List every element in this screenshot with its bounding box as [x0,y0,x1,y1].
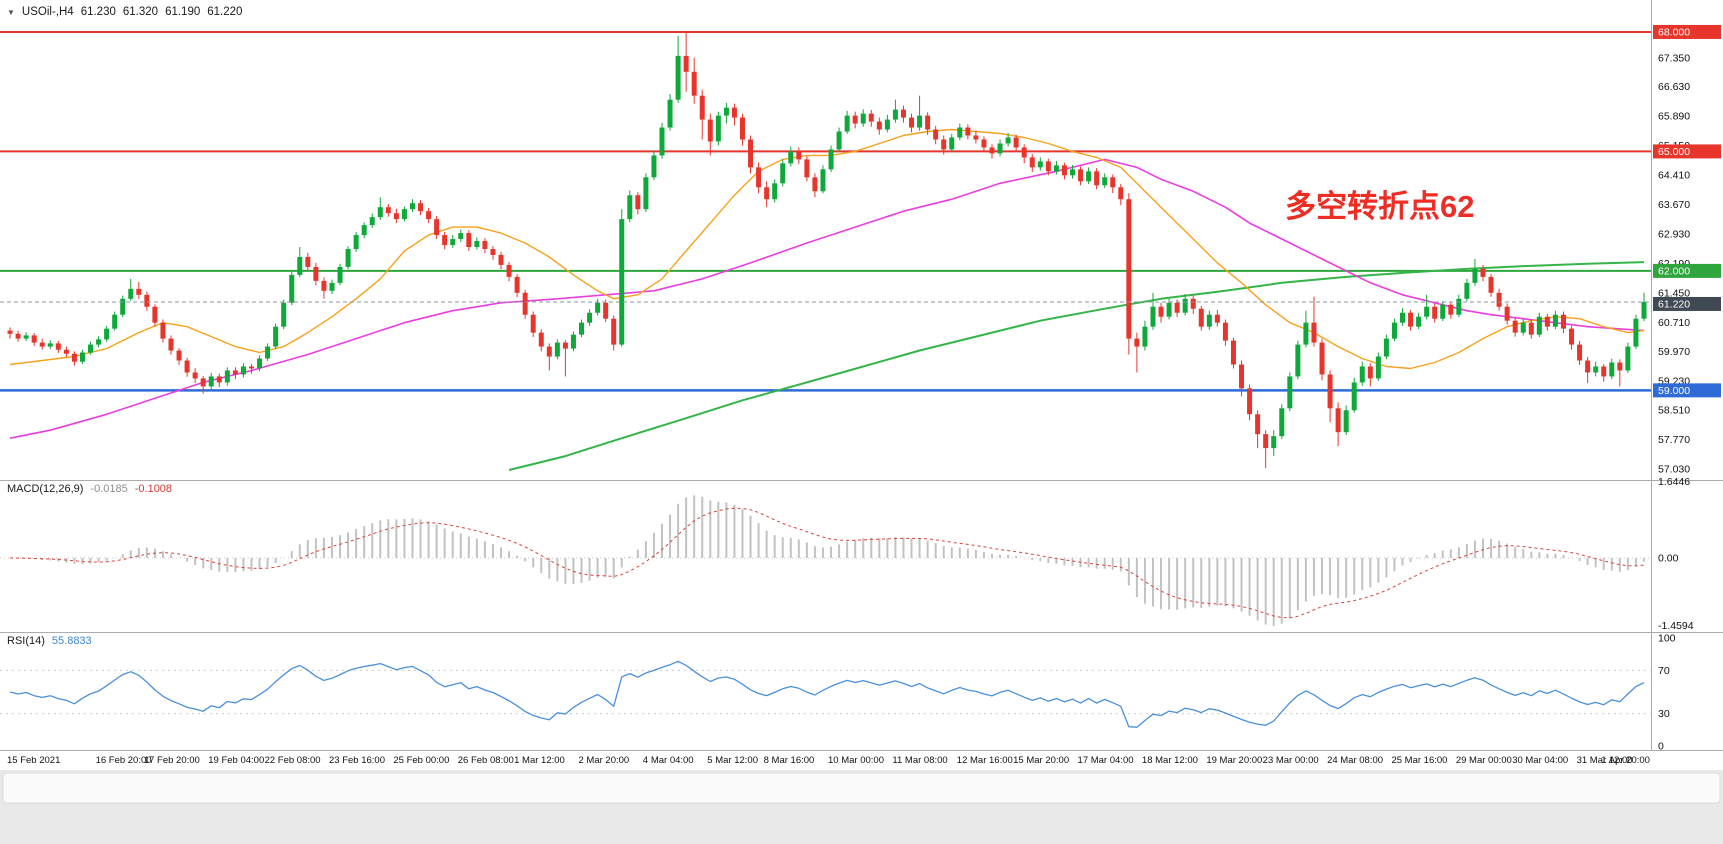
svg-text:15 Feb 2021: 15 Feb 2021 [7,755,60,766]
ma-long [508,261,1645,471]
ohlc-high: 61.320 [122,6,159,18]
svg-text:61.450: 61.450 [1658,287,1690,299]
rsi-value: 55.8833 [51,635,92,647]
svg-text:19 Mar 20:00: 19 Mar 20:00 [1206,755,1262,766]
svg-text:59.970: 59.970 [1658,346,1690,358]
rsi-name: RSI(14) [7,635,45,647]
svg-text:30: 30 [1658,708,1670,720]
svg-text:22 Feb 08:00: 22 Feb 08:00 [265,755,321,766]
rsi-line [9,660,1645,728]
macd-signal-value: -0.1008 [134,483,173,495]
svg-text:62.000: 62.000 [1658,265,1690,277]
svg-text:58.510: 58.510 [1658,404,1690,416]
ohlc-open: 61.230 [80,6,116,18]
ma-fast [9,128,1645,370]
svg-text:0.00: 0.00 [1658,553,1679,565]
svg-text:10 Mar 00:00: 10 Mar 00:00 [828,755,884,766]
svg-text:66.630: 66.630 [1658,81,1690,93]
svg-text:62.930: 62.930 [1658,228,1690,240]
svg-text:-1.4594: -1.4594 [1658,620,1694,632]
svg-text:60.710: 60.710 [1658,317,1690,329]
footer-area [0,770,1723,844]
svg-text:1 Mar 12:00: 1 Mar 12:00 [514,755,565,766]
svg-text:0: 0 [1658,741,1664,753]
svg-text:70: 70 [1658,665,1670,677]
svg-text:57.770: 57.770 [1658,434,1690,446]
ma-mid [9,158,1645,439]
ohlc-close: 61.220 [207,6,243,18]
svg-text:19 Feb 04:00: 19 Feb 04:00 [208,755,264,766]
macd-signal-line [9,507,1645,619]
symbol-dropdown-icon[interactable]: ▼ [7,7,15,17]
svg-text:26 Feb 08:00: 26 Feb 08:00 [458,755,514,766]
svg-text:59.000: 59.000 [1658,385,1690,397]
price-axis-badges: 68.000 65.000 62.000 59.000 61.220 [1653,24,1721,398]
svg-text:16 Feb 20:00: 16 Feb 20:00 [96,755,152,766]
rsi-panel: 100 70 30 0 [0,632,1723,753]
svg-text:23 Mar 00:00: 23 Mar 00:00 [1263,755,1319,766]
macd-panel: 1.6446 0.00 -1.4594 [0,476,1723,632]
svg-text:31 Mar 12:00: 31 Mar 12:00 [1577,755,1633,766]
svg-text:61.220: 61.220 [1658,298,1690,310]
macd-indicator-label: MACD(12,26,9) -0.0185 -0.1008 [7,483,172,495]
svg-text:2 Mar 20:00: 2 Mar 20:00 [579,755,630,766]
svg-text:23 Feb 16:00: 23 Feb 16:00 [329,755,385,766]
svg-text:68.000: 68.000 [1658,26,1690,38]
svg-text:17 Feb 20:00: 17 Feb 20:00 [144,755,200,766]
svg-text:18 Mar 12:00: 18 Mar 12:00 [1142,755,1198,766]
svg-text:25 Feb 00:00: 25 Feb 00:00 [393,755,449,766]
support-resistance-lines[interactable] [0,30,1652,392]
svg-text:100: 100 [1658,633,1676,645]
svg-text:17 Mar 04:00: 17 Mar 04:00 [1078,755,1134,766]
rsi-indicator-label: RSI(14) 55.8833 [7,635,92,647]
svg-text:65.000: 65.000 [1658,146,1690,158]
svg-text:57.030: 57.030 [1658,463,1690,475]
moving-average-lines [9,128,1645,471]
svg-text:24 Mar 08:00: 24 Mar 08:00 [1327,755,1383,766]
chart-title: ▼ USOil-,H4 61.230 61.320 61.190 61.220 [7,6,242,18]
svg-text:30 Mar 04:00: 30 Mar 04:00 [1512,755,1568,766]
svg-text:25 Mar 16:00: 25 Mar 16:00 [1391,755,1447,766]
svg-text:11 Mar 08:00: 11 Mar 08:00 [892,755,947,766]
svg-text:8 Mar 16:00: 8 Mar 16:00 [764,755,815,766]
svg-text:5 Mar 12:00: 5 Mar 12:00 [707,755,758,766]
svg-text:65.890: 65.890 [1658,110,1690,122]
annotation-text: 多空转折点62 [1285,189,1475,224]
macd-name: MACD(12,26,9) [7,483,84,495]
svg-text:4 Mar 04:00: 4 Mar 04:00 [643,755,694,766]
svg-text:63.670: 63.670 [1658,199,1690,211]
svg-text:67.350: 67.350 [1658,52,1690,64]
svg-text:64.410: 64.410 [1658,169,1690,181]
svg-text:12 Mar 16:00: 12 Mar 16:00 [957,755,1013,766]
symbol-name: USOil-,H4 [21,6,74,18]
macd-main-value: -0.0185 [90,483,128,495]
svg-text:29 Mar 00:00: 29 Mar 00:00 [1456,755,1512,766]
svg-text:1 Apr 20:00: 1 Apr 20:00 [1601,755,1650,766]
svg-text:15 Mar 20:00: 15 Mar 20:00 [1013,755,1069,766]
svg-text:1.6446: 1.6446 [1658,476,1690,488]
ohlc-low: 61.190 [165,6,201,18]
horizontal-scrollbar[interactable] [2,772,1721,804]
candles-layer [7,31,1647,469]
